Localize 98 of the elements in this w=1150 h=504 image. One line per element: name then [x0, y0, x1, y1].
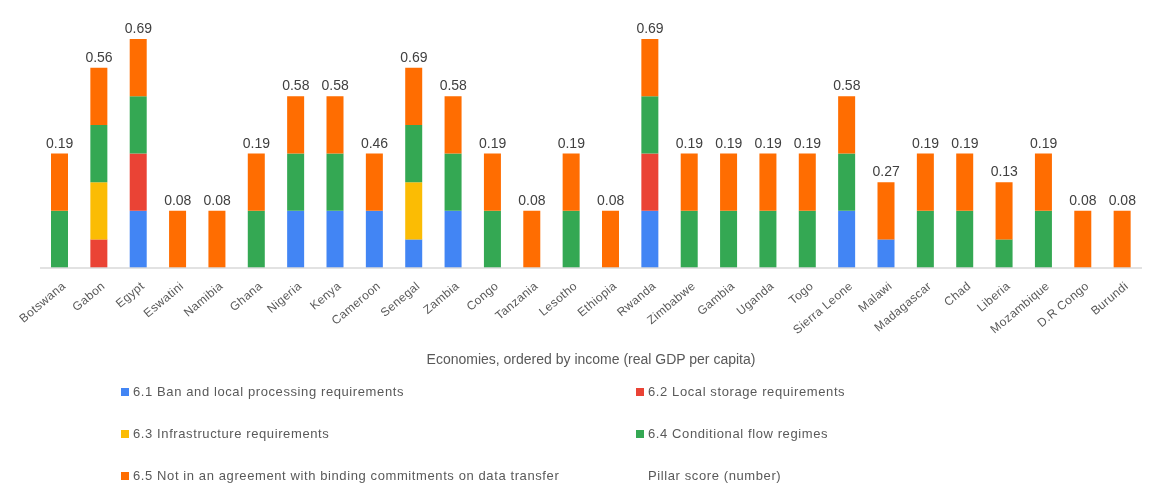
- bar: [405, 124, 423, 183]
- annotation: 0.08: [1069, 191, 1097, 208]
- annotation: 0.58: [439, 77, 468, 94]
- annotation: 0.27: [872, 163, 901, 180]
- annotation: 0.19: [715, 134, 743, 151]
- bar: [641, 96, 659, 154]
- bar: [798, 153, 816, 211]
- annotation: 0.58: [833, 77, 861, 94]
- bar: [129, 210, 147, 268]
- legend-label: 6.3 Infrastructure requirements: [132, 425, 331, 441]
- bar: [1113, 210, 1131, 268]
- bar: [562, 210, 580, 268]
- annotation: 0.19: [557, 134, 586, 151]
- bar: [405, 182, 423, 240]
- bar: [877, 239, 895, 268]
- bar: [169, 210, 187, 268]
- bar: [405, 239, 423, 268]
- legend-label: 6.2 Local storage requirements: [647, 383, 847, 399]
- bar: [838, 153, 856, 211]
- bar: [916, 210, 934, 268]
- annotation: 0.56: [85, 48, 113, 65]
- bar: [1074, 210, 1092, 268]
- annotation: 0.19: [675, 134, 704, 151]
- bar: [1034, 153, 1052, 211]
- legend-label: 6.5 Not in an agreement with binding commitments on data transfer: [132, 467, 561, 483]
- annotation: 0.19: [478, 134, 507, 151]
- bar: [326, 153, 344, 211]
- bar: [956, 210, 974, 268]
- bar: [287, 210, 305, 268]
- bar: [365, 210, 383, 268]
- annotation: 0.19: [911, 134, 940, 151]
- legend-label: 6.4 Conditional flow regimes: [647, 425, 830, 441]
- bar: [247, 210, 265, 268]
- bar: [523, 210, 541, 268]
- bar: [326, 210, 344, 268]
- bar: [720, 153, 738, 211]
- bar: [444, 96, 462, 154]
- bar: [483, 210, 501, 268]
- annotation: 0.08: [1108, 191, 1137, 208]
- bar: [877, 182, 895, 240]
- bar: [405, 67, 423, 125]
- bar: [680, 153, 698, 211]
- bar: [759, 210, 777, 268]
- bar: [798, 210, 816, 268]
- bar: [247, 153, 265, 211]
- bar: [90, 124, 108, 183]
- bar: [444, 210, 462, 268]
- bar: [90, 182, 108, 240]
- bar: [641, 39, 659, 97]
- bar: [956, 153, 974, 211]
- annotation: 0.19: [1029, 134, 1058, 151]
- annotation: 0.13: [990, 163, 1019, 180]
- bar: [129, 96, 147, 154]
- bar: [759, 153, 777, 211]
- bar: [995, 239, 1013, 268]
- x-axis-title: Economies, ordered by income (real GDP per capita): [426, 351, 756, 367]
- bar: [208, 210, 226, 268]
- bar: [51, 210, 68, 268]
- annotation: 0.08: [518, 191, 546, 208]
- bar: [287, 96, 305, 154]
- annotation: 0.46: [360, 134, 389, 151]
- annotation: 0.69: [636, 20, 664, 36]
- annotation: 0.58: [282, 77, 310, 94]
- annotation: 0.19: [951, 134, 979, 151]
- bar: [720, 210, 738, 268]
- bar: [129, 153, 147, 211]
- bar: [1034, 210, 1052, 268]
- bar: [641, 153, 659, 211]
- bar: [444, 153, 462, 211]
- bar: [562, 153, 580, 211]
- annotation: 0.19: [754, 134, 782, 151]
- bar: [129, 39, 147, 97]
- annotation: 0.69: [400, 48, 428, 65]
- bar: [995, 182, 1013, 240]
- text: Pillar score (number): [647, 467, 783, 483]
- bar: [838, 210, 856, 268]
- bar: [916, 153, 934, 211]
- bar: [680, 210, 698, 268]
- bar: [90, 239, 108, 268]
- annotation: 0.08: [597, 191, 625, 208]
- annotation: 0.69: [124, 20, 153, 36]
- bar: [326, 96, 344, 154]
- annotation: 0.19: [46, 134, 74, 151]
- legend-label: 6.1 Ban and local processing requirements: [132, 383, 406, 399]
- annotation: 0.19: [242, 134, 271, 151]
- annotation: 0.08: [203, 191, 231, 208]
- annotation: 0.19: [793, 134, 822, 151]
- bar: [287, 153, 305, 211]
- bar: [51, 153, 68, 211]
- bar: [838, 96, 856, 154]
- bar: [483, 153, 501, 211]
- bar: [90, 67, 108, 125]
- x-tick-label: Togo: [785, 278, 817, 308]
- bar: [365, 153, 383, 211]
- bar: [602, 210, 619, 268]
- annotation: 0.08: [164, 191, 192, 208]
- bar: [641, 210, 659, 268]
- annotation: 0.58: [321, 77, 350, 94]
